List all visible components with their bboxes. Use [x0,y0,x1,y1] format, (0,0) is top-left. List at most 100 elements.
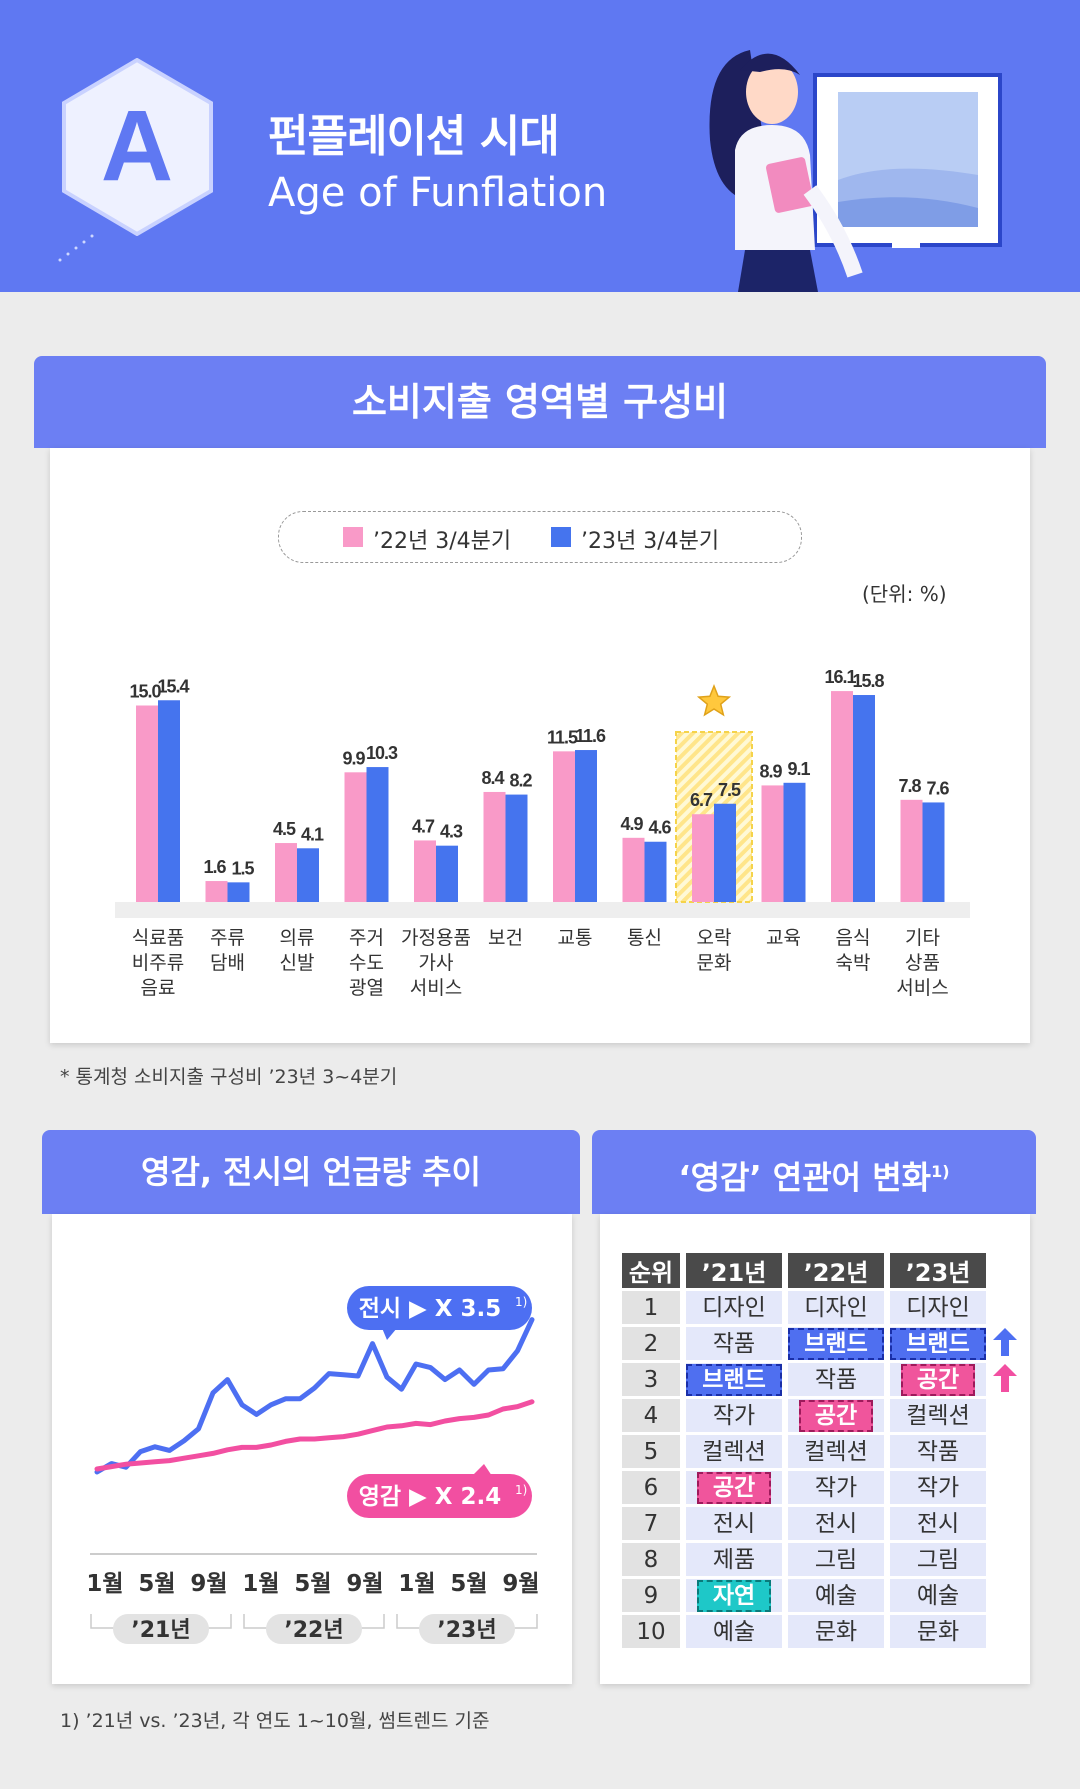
rank-cell: 8 [622,1543,680,1576]
keyword-text: 컬렉션 [702,1438,766,1465]
bar-23-3 [366,767,389,902]
keyword-text: 공간 [798,1399,874,1432]
keyword-cell: 그림 [890,1543,986,1576]
up-arrow-icon [993,1364,1017,1392]
keyword-text: 그림 [814,1546,858,1573]
year-label: ’21년 [131,1618,190,1643]
unit-label: (단위: %) [862,582,947,606]
value-label: 4.5 [273,819,296,839]
keyword-text: 작가 [916,1474,960,1501]
value-label: 7.8 [898,776,921,796]
value-label: 15.0 [129,682,161,702]
keyword-cell: 공간 [686,1471,782,1504]
bar-22-3 [344,772,367,902]
category-label: 숙박 [836,952,871,974]
x-tick-label: 1월 [242,1571,279,1597]
keyword-cell: 작가 [686,1399,782,1432]
bar-22-7 [622,837,645,902]
keyword-cell: 작품 [890,1435,986,1468]
value-label: 9.9 [342,748,365,768]
bar-22-9 [761,785,784,902]
inspire-callout: 영감 ▶ X 2.4 1) [347,1464,532,1518]
keyword-text: 전시 [712,1510,756,1537]
keyword-cell: 컬렉션 [890,1399,986,1432]
keyword-cell: 예술 [890,1579,986,1612]
table-row: 8 제품 그림 그림 [622,1543,986,1576]
keyword-text: 공간 [696,1471,772,1504]
bar-23-9 [783,782,806,902]
keyword-text: 컬렉션 [906,1402,970,1429]
legend-swatch-22 [343,527,363,547]
keyword-text: 브랜드 [788,1327,884,1360]
page-title: 펀플레이션 시대 [268,111,560,162]
keyword-text: 전시 [916,1510,960,1537]
keyword-text: 문화 [916,1618,960,1645]
keyword-cell: 문화 [788,1615,884,1648]
category-label: 담배 [210,952,245,974]
table-row: 1 디자인 디자인 디자인 [622,1291,986,1324]
keyword-panel-header: ‘영감’ 연관어 변화1) [592,1130,1036,1214]
keyword-text: 예술 [712,1618,756,1645]
keyword-text: 예술 [814,1582,858,1609]
year-pill [419,1614,515,1644]
keyword-cell: 자연 [686,1579,782,1612]
col-header-22: ’22년 [788,1253,884,1288]
value-label: 16.1 [824,667,856,687]
bar-22-0 [136,705,158,902]
keyword-text: 공간 [900,1363,976,1396]
keyword-cell: 컬렉션 [686,1435,782,1468]
bar-22-4 [414,840,436,902]
dots-decoration-icon [58,234,94,262]
value-label: 4.9 [620,814,643,834]
bar-23-0 [158,700,180,902]
keyword-text: 그림 [916,1546,960,1573]
page-subtitle: Age of Funflation [268,170,608,216]
line-영감 [94,1399,535,1472]
keyword-cell: 공간 [890,1363,986,1396]
mention-trend-line-chart: 전시 ▶ X 3.5 1) 영감 ▶ X 2.4 1) 1월 5월 9월 1월 5월 9월 1월 5월… [86,1286,540,1644]
x-tick-label: 5월 [294,1571,331,1597]
keyword-cell: 작품 [788,1363,884,1396]
category-label: 문화 [697,952,732,974]
table-row: 4 작가 공간 컬렉션 [622,1399,986,1432]
category-label: 음료 [141,977,176,999]
star-icon [696,683,732,717]
keyword-text: 자연 [696,1579,772,1612]
keyword-text: 디자인 [702,1294,766,1321]
x-tick-label: 9월 [346,1571,383,1597]
up-arrow-icon [993,1328,1017,1356]
year-pill [266,1614,362,1644]
header-banner: A 펀플레이션 시대 Age of Funflation [0,0,1080,292]
keyword-cell: 예술 [788,1579,884,1612]
rank-cell: 1 [622,1291,680,1324]
inspire-callout-sup: 1) [515,1483,527,1497]
trend-arrows [993,1328,1017,1392]
bar-22-11 [900,799,923,902]
category-label: 가사 [419,952,454,974]
keyword-rank-table: 순위 ’21년 ’22년 ’23년 1 디자인 디자인 디자인 2 작품 브랜드 브랜드 3 브랜… [616,1250,992,1651]
legend-label-23: ’23년 3/4분기 [581,529,720,554]
x-tick-label: 5월 [450,1571,487,1597]
bar-22-5 [483,791,506,902]
keyword-text: 컬렉션 [804,1438,868,1465]
keyword-text: 브랜드 [686,1363,782,1396]
bar-23-2 [297,848,319,902]
badge-letter: A [101,90,173,202]
keyword-cell: 제품 [686,1543,782,1576]
bar-23-11 [922,802,945,902]
keyword-cell: 그림 [788,1543,884,1576]
woman-with-painting-illustration [709,50,1002,292]
value-label: 1.5 [231,858,254,878]
col-header-rank: 순위 [622,1253,680,1288]
rank-cell: 10 [622,1615,680,1648]
legend-swatch-23 [551,527,571,547]
category-label: 보건 [488,927,523,949]
year-label: ’22년 [284,1618,343,1643]
value-label: 4.6 [648,818,671,838]
keyword-cell: 컬렉션 [788,1435,884,1468]
year-label: ’23년 [437,1618,496,1643]
category-label: 교통 [558,927,593,949]
keyword-cell: 작가 [788,1471,884,1504]
category-label: 신발 [280,952,315,974]
rank-cell: 6 [622,1471,680,1504]
